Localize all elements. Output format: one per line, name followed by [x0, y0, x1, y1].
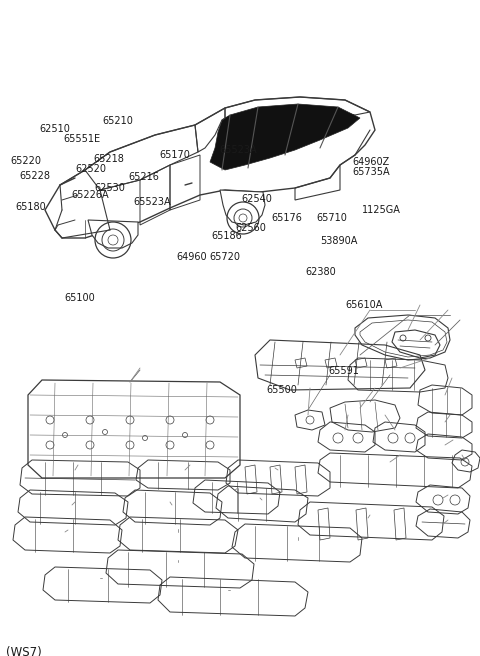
Text: (WS7): (WS7) [6, 646, 41, 656]
Text: 65523A: 65523A [219, 144, 257, 155]
Text: 62530: 62530 [95, 182, 125, 193]
Text: 65176: 65176 [271, 213, 302, 223]
Text: 62380: 62380 [306, 267, 336, 277]
Text: 65226A: 65226A [71, 190, 108, 201]
Text: 64960Z: 64960Z [352, 157, 390, 167]
Text: 62540: 62540 [241, 194, 272, 204]
Text: 65720: 65720 [209, 252, 240, 262]
Text: 65710: 65710 [317, 213, 348, 223]
Text: 65220: 65220 [11, 155, 42, 166]
Text: 65228: 65228 [19, 171, 50, 181]
Text: 65218: 65218 [93, 154, 124, 165]
Text: 65180: 65180 [15, 201, 46, 212]
Text: 62560: 62560 [236, 222, 266, 233]
Text: 65591: 65591 [329, 365, 360, 376]
Polygon shape [210, 104, 360, 170]
Text: 65216: 65216 [129, 172, 159, 182]
Text: 65186: 65186 [211, 231, 242, 241]
Text: 62510: 62510 [39, 123, 70, 134]
Text: 65500: 65500 [266, 385, 297, 396]
Text: 65523A: 65523A [133, 197, 171, 207]
Text: 53890A: 53890A [321, 236, 358, 247]
Text: 64960: 64960 [177, 252, 207, 262]
Text: 65100: 65100 [65, 293, 96, 304]
Text: 65551E: 65551E [63, 134, 100, 144]
Text: 65735A: 65735A [352, 167, 390, 177]
Text: 65170: 65170 [159, 150, 190, 161]
Text: 1125GA: 1125GA [362, 205, 401, 215]
Text: 65610A: 65610A [346, 300, 383, 310]
Text: 62520: 62520 [75, 164, 107, 174]
Polygon shape [220, 190, 265, 225]
Text: 65210: 65210 [102, 116, 133, 127]
Polygon shape [88, 220, 138, 248]
